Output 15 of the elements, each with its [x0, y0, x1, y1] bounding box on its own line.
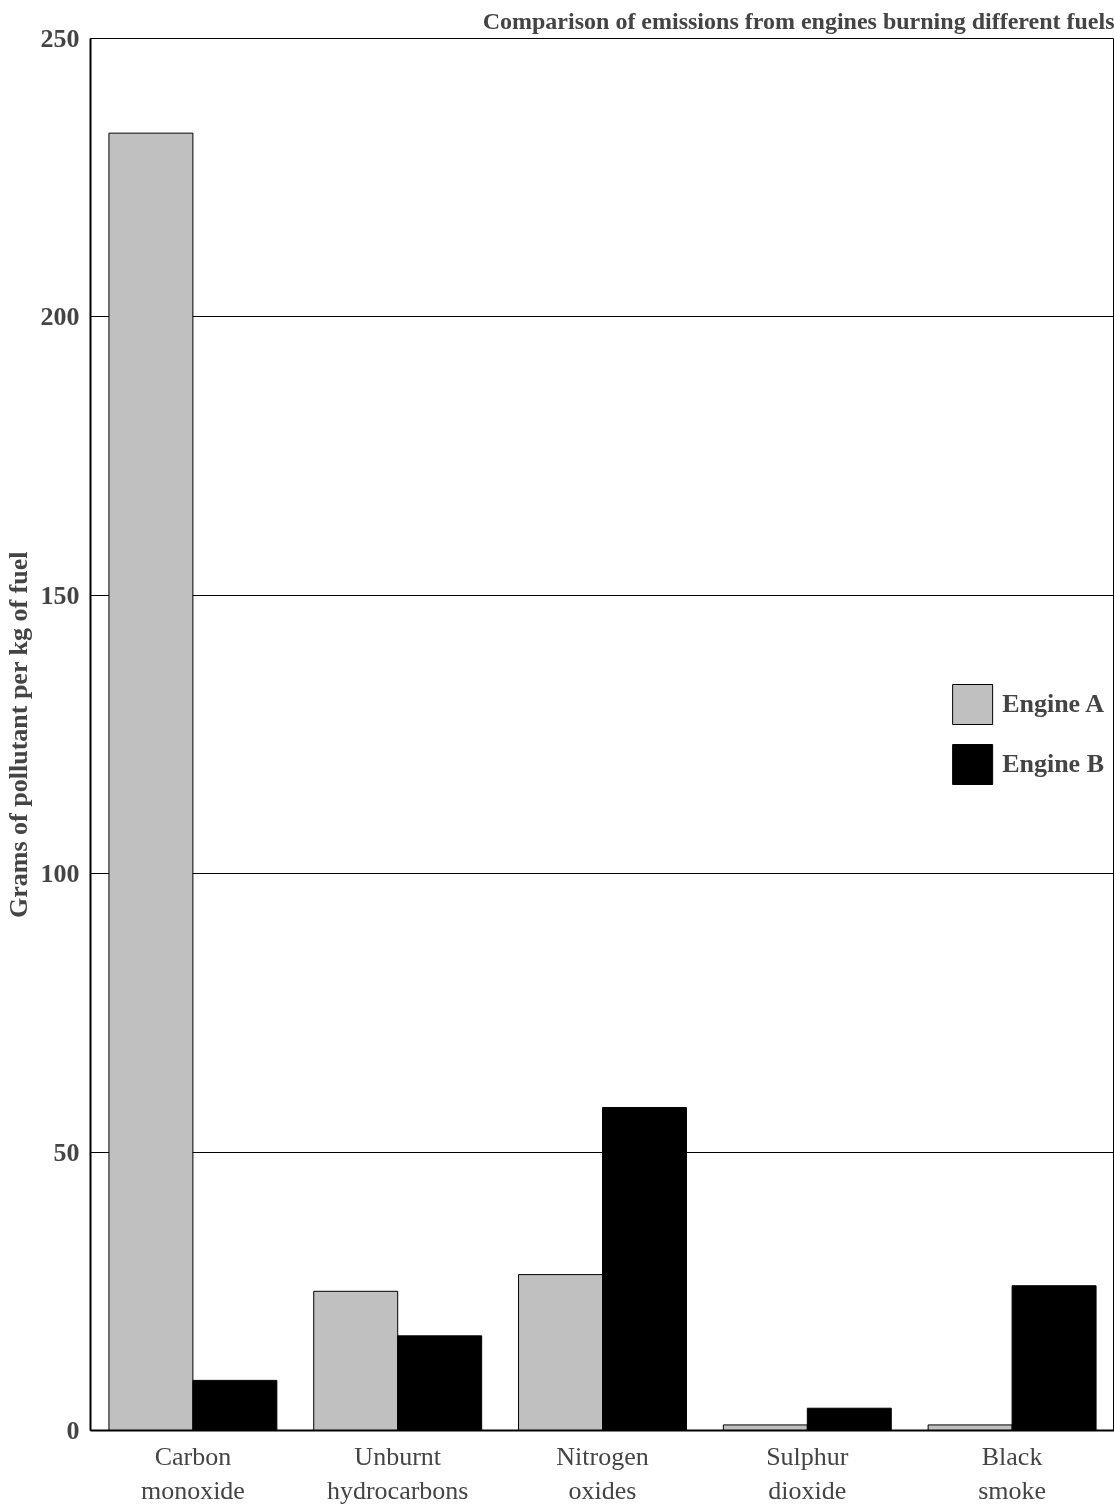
x-tick-label: Carbon monoxide [140, 1441, 245, 1506]
y-axis-title: Grams of pollutant per kg of fuel [3, 551, 33, 918]
y-tick-label: 50 [53, 1137, 80, 1167]
x-tick-label: Unburnt hydrocarbons [326, 1441, 469, 1506]
legend-label: Engine A [1002, 689, 1104, 719]
y-tick-label: 0 [66, 1416, 80, 1445]
y-tick-label: 100 [40, 859, 80, 889]
legend-label: Engine B [1002, 749, 1104, 779]
y-tick-label: 250 [40, 24, 80, 53]
x-tick-label: Sulphur dioxide [766, 1441, 849, 1506]
x-tick-label: Black smoke [978, 1441, 1047, 1506]
y-tick-label: 150 [40, 580, 80, 610]
x-tick-label: Nitrogen oxides [556, 1441, 649, 1506]
chart-title: Comparison of emissions from engines burning different fuels [482, 7, 1114, 34]
y-tick-label: 200 [40, 302, 80, 332]
